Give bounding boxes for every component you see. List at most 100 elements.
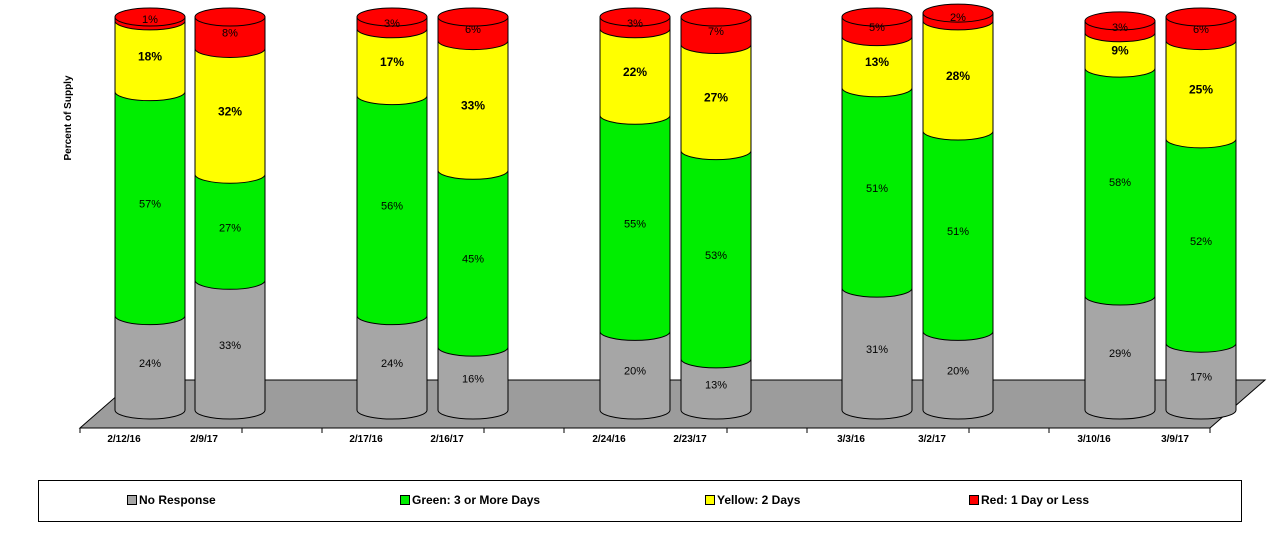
x-tick-label: 2/16/17 [430, 434, 464, 445]
bar-group: 24% 56% 17% 3% [356, 7, 428, 420]
bar-segment [680, 150, 752, 369]
data-label: 57% [139, 199, 161, 211]
data-label: 51% [866, 183, 888, 195]
legend-swatch [969, 495, 979, 505]
data-label: 33% [461, 98, 485, 112]
x-tick-label: 2/23/17 [673, 434, 707, 445]
data-label: 3% [1112, 22, 1128, 34]
bar-group: 13% 53% 27% 7% [680, 7, 752, 420]
x-tick-label: 3/9/17 [1161, 434, 1189, 445]
x-tick-label: 2/17/16 [349, 434, 383, 445]
bar-segment [680, 44, 752, 161]
x-tick-label: 2/24/16 [592, 434, 626, 445]
bar-segment [599, 28, 671, 125]
bar-segment [680, 358, 752, 420]
data-label: 16% [462, 374, 484, 386]
bar-segment [114, 91, 186, 326]
data-label: 2% [950, 12, 966, 24]
bar-group: 20% 55% 22% 3% [599, 7, 671, 420]
bar-segment [114, 315, 186, 420]
bar-top [680, 7, 752, 27]
data-label: 24% [139, 358, 161, 370]
bar-group: 31% 51% 13% 5% [841, 7, 913, 420]
data-label: 8% [222, 28, 238, 40]
data-label: 32% [218, 104, 242, 118]
bar-segment [922, 20, 994, 141]
legend-label: Yellow: 2 Days [717, 493, 801, 507]
bar-segment [437, 169, 509, 357]
data-label: 7% [708, 26, 724, 38]
legend-item: Red: 1 Day or Less [969, 493, 1089, 507]
data-label: 25% [1189, 83, 1213, 97]
bar-segment [1165, 342, 1237, 420]
x-tick-label: 3/3/16 [837, 434, 865, 445]
data-label: 3% [384, 18, 400, 30]
bar-segment [841, 87, 913, 298]
bar-segment [599, 114, 671, 341]
legend-swatch [127, 495, 137, 505]
data-label: 31% [866, 344, 888, 356]
data-label: 3% [627, 18, 643, 30]
bar-group: 29% 58% 9% 3% [1084, 11, 1156, 420]
bar-top [114, 7, 186, 27]
legend-item: Yellow: 2 Days [705, 493, 800, 507]
data-label: 55% [624, 218, 646, 230]
data-label: 1% [142, 14, 158, 26]
bar-top [841, 7, 913, 27]
data-label: 6% [465, 24, 481, 36]
bar-top [194, 7, 266, 27]
bar-segment [922, 330, 994, 420]
legend-swatch [400, 495, 410, 505]
data-label: 17% [1190, 372, 1212, 384]
bar-segment [194, 16, 266, 58]
bar-group: 17% 52% 25% 6% [1165, 7, 1237, 420]
legend-swatch [705, 495, 715, 505]
bar-segment [1084, 32, 1156, 78]
data-label: 33% [219, 340, 241, 352]
bar-segment [1084, 295, 1156, 420]
bar-segment [1084, 67, 1156, 306]
legend-item: Green: 3 or More Days [400, 493, 540, 507]
x-tick-label: 3/2/17 [918, 434, 946, 445]
data-label: 28% [946, 69, 970, 83]
bar-group: 16% 45% 33% 6% [437, 7, 509, 420]
data-label: 18% [138, 49, 162, 63]
data-label: 29% [1109, 348, 1131, 360]
data-label: 9% [1111, 43, 1129, 57]
bar-segment [194, 279, 266, 420]
bar-segment [599, 330, 671, 420]
bar-segment [1165, 138, 1237, 353]
bar-top [922, 3, 994, 23]
legend-item: No Response [127, 493, 216, 507]
bar-segment [437, 346, 509, 420]
bar-top [1084, 11, 1156, 31]
data-label: 27% [219, 222, 241, 234]
bar-top [1165, 7, 1237, 27]
bar-segment [194, 47, 266, 184]
bar-segment [114, 20, 186, 102]
data-label: 45% [462, 254, 484, 266]
bar-segment [194, 173, 266, 290]
bar-segment [841, 287, 913, 420]
bar-segment [356, 28, 428, 106]
data-label: 22% [623, 65, 647, 79]
bar-segment [1165, 40, 1237, 149]
data-label: 6% [1193, 24, 1209, 36]
data-label: 58% [1109, 177, 1131, 189]
y-axis-label: Percent of Supply [63, 75, 74, 160]
x-tick-label: 2/9/17 [190, 434, 218, 445]
data-label: 13% [705, 379, 727, 391]
data-label: 27% [704, 91, 728, 105]
data-label: 51% [947, 226, 969, 238]
bar-segment [437, 40, 509, 180]
bar-group: 24% 57% 18% 1% [114, 7, 186, 420]
data-label: 20% [947, 366, 969, 378]
data-label: 17% [380, 55, 404, 69]
x-tick-label: 3/10/16 [1077, 434, 1111, 445]
legend-label: No Response [139, 493, 216, 507]
bar-group: 20% 51% 28% 2% [922, 3, 994, 420]
bar-top [356, 7, 428, 27]
x-tick-label: 2/12/16 [107, 434, 141, 445]
data-label: 56% [381, 201, 403, 213]
data-label: 53% [705, 250, 727, 262]
